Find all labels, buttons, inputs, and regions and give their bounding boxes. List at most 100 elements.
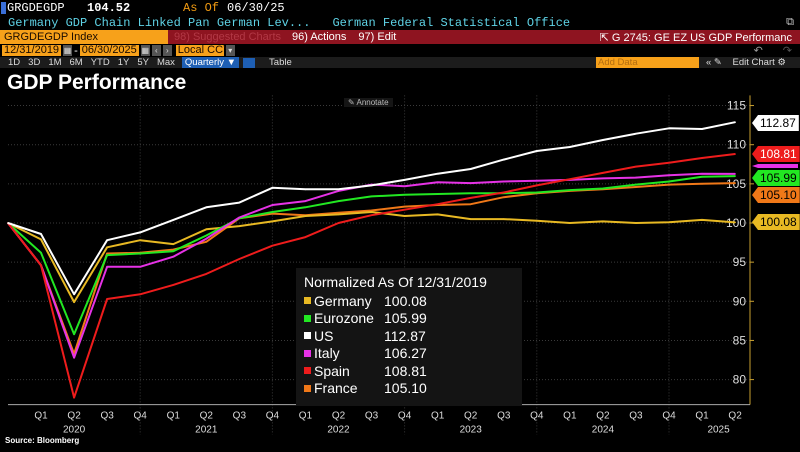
legend-value: 108.81 — [384, 362, 427, 379]
edit-menu[interactable]: 97) Edit — [358, 31, 397, 43]
data-point-france — [337, 212, 340, 214]
data-point-germany — [304, 215, 307, 217]
x-tick-label: Q4 — [134, 411, 148, 422]
x-tick-label: Q1 — [431, 411, 445, 422]
range-1d[interactable]: 1D — [8, 57, 21, 68]
data-point-germany — [139, 239, 141, 242]
chart-reference[interactable]: ⇱ G 2745: GE EZ US GDP Performanc — [600, 31, 792, 44]
security-input[interactable]: GRGDEGDP Index — [0, 30, 168, 44]
data-point-spain — [73, 396, 75, 399]
data-point-spain — [701, 157, 703, 159]
legend-value: 100.08 — [384, 292, 427, 309]
source-org: German Federal Statistical Office — [332, 16, 571, 30]
data-point-italy — [502, 180, 505, 183]
redo-icon[interactable]: ↷ — [782, 45, 792, 57]
data-point-eurozone — [469, 192, 472, 195]
popout-icon[interactable]: ⧉ — [786, 17, 794, 29]
table-button[interactable]: Table — [269, 57, 292, 68]
data-point-us — [73, 293, 75, 296]
range-1y[interactable]: 1Y — [117, 57, 130, 68]
data-point-eurozone — [602, 187, 604, 190]
data-point-germany — [271, 220, 274, 223]
range-3d[interactable]: 3D — [28, 57, 41, 68]
data-point-italy — [139, 266, 141, 268]
data-point-spain — [734, 153, 736, 155]
edit-chart-button[interactable]: « ✎ Edit Chart ⚙ — [706, 57, 786, 68]
data-point-italy — [602, 177, 604, 180]
calendar-icon[interactable]: ▦ — [63, 45, 73, 56]
legend-item-france[interactable]: France 105.10 — [304, 380, 514, 398]
value-tag-eurozone: 105.99 — [752, 170, 800, 186]
data-point-france — [734, 182, 736, 184]
legend-value: 112.87 — [384, 327, 426, 344]
suggested-charts-button[interactable]: 98) Suggested Charts — [174, 31, 282, 43]
start-date-input[interactable]: 12/31/2019 — [2, 44, 62, 56]
data-point-us — [469, 168, 472, 170]
data-point-eurozone — [40, 251, 42, 254]
end-date-input[interactable]: 06/30/2025 — [79, 44, 139, 56]
range-1m[interactable]: 1M — [48, 57, 62, 68]
data-point-spain — [469, 197, 472, 199]
legend-item-us[interactable]: US 112.87 — [304, 327, 514, 345]
data-point-italy — [304, 200, 307, 202]
range-5y[interactable]: 5Y — [137, 57, 149, 68]
data-point-germany — [734, 221, 736, 224]
line-chart-icon[interactable] — [243, 57, 256, 68]
currency-select[interactable]: Local CCY — [175, 44, 231, 56]
data-point-us — [106, 239, 108, 242]
x-tick-label: Q3 — [497, 411, 511, 422]
undo-icon[interactable]: ↶ — [753, 45, 763, 57]
chevron-down-icon[interactable]: ▾ — [225, 45, 235, 56]
data-point-eurozone — [337, 200, 340, 202]
legend-value: 105.10 — [384, 380, 427, 397]
description-row: Germany GDP Chain Linked Pan German Lev.… — [0, 16, 800, 30]
legend-label: France — [314, 380, 358, 397]
legend-item-germany[interactable]: Germany 100.08 — [304, 292, 514, 310]
data-point-eurozone — [172, 250, 175, 252]
edit-chart-label: Edit Chart — [732, 57, 775, 68]
value-tag-germany: 100.08 — [752, 214, 800, 230]
data-point-france — [370, 209, 373, 212]
prev-icon[interactable]: ‹ — [151, 45, 161, 56]
legend-item-eurozone[interactable]: Eurozone 105.99 — [304, 310, 514, 328]
x-tick-label: Q4 — [530, 411, 544, 422]
calendar-icon[interactable]: ▦ — [140, 45, 150, 56]
data-point-italy — [172, 255, 175, 258]
data-point-italy — [238, 216, 241, 219]
range-ytd[interactable]: YTD — [90, 57, 110, 68]
data-point-spain — [635, 165, 637, 168]
y-tick-label: 90 — [733, 294, 747, 308]
x-tick-label: Q1 — [34, 411, 48, 422]
toolbar: GRGDEGDP Index 98) Suggested Charts 96) … — [0, 30, 800, 44]
data-point-france — [668, 183, 670, 186]
data-point-eurozone — [370, 195, 373, 198]
frequency-select[interactable]: Quarterly ▼ — [181, 57, 240, 68]
data-point-italy — [436, 181, 439, 184]
data-point-spain — [271, 244, 274, 247]
data-point-spain — [436, 203, 439, 206]
data-point-germany — [469, 218, 472, 220]
data-point-france — [635, 186, 637, 188]
annotate-button[interactable]: ✎ Annotate — [344, 98, 393, 107]
legend-label: Germany — [314, 292, 372, 309]
data-point-us — [734, 121, 736, 124]
actions-menu[interactable]: 96) Actions — [292, 31, 347, 43]
x-tick-label: Q2 — [67, 411, 81, 422]
date-separator: - — [74, 44, 78, 57]
next-icon[interactable]: › — [162, 45, 172, 56]
data-point-germany — [403, 215, 406, 217]
data-point-germany — [668, 221, 670, 224]
data-point-spain — [602, 172, 604, 174]
legend-item-spain[interactable]: Spain 108.81 — [304, 362, 514, 380]
range-max[interactable]: Max — [156, 57, 175, 68]
chart-title: GDP Performance — [7, 71, 187, 94]
legend-label: Eurozone — [314, 310, 374, 327]
legend-swatch — [304, 384, 311, 392]
y-tick-label: 80 — [733, 373, 747, 387]
range-6m[interactable]: 6M — [69, 57, 83, 68]
data-point-us — [304, 188, 307, 191]
last-price: 104.52 — [87, 1, 131, 15]
legend-item-italy[interactable]: Italy 106.27 — [304, 345, 514, 363]
add-data-input[interactable]: Add Data — [596, 57, 699, 68]
